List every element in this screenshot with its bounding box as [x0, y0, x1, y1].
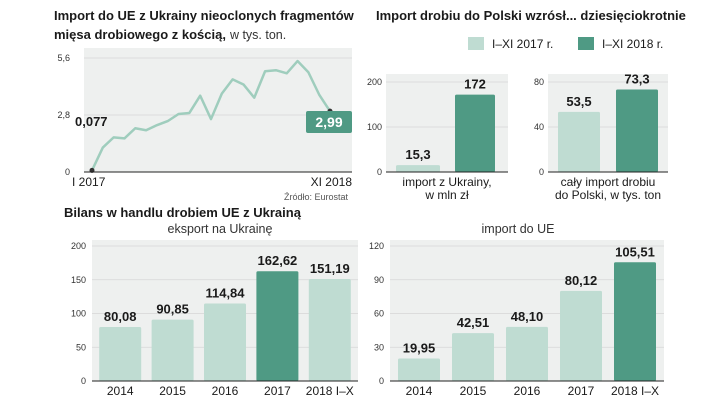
legend-swatch-2018: [578, 37, 594, 50]
bar-chart-y-tick-label: 100: [71, 309, 86, 319]
line-chart-start-value: 0,077: [75, 114, 108, 129]
poland-chart-y-tick-label: 40: [534, 122, 544, 132]
bar-chart-y-tick-label: 0: [379, 376, 384, 386]
poland-chart-y-tick-label: 0: [539, 167, 544, 177]
poland-chart-y-tick-label: 100: [367, 122, 382, 132]
line-chart-end-value-badge: [306, 111, 352, 133]
balance-chart-title: Bilans w handlu drobiem UE z Ukrainą: [64, 205, 302, 220]
bar-chart-import: import do UE 120 90 60 30 0 19,95 2014 42,51 201…: [369, 222, 664, 398]
bar-chart-y-tick-label: 90: [374, 275, 384, 285]
bar-chart-bar: [151, 319, 194, 381]
line-chart-title: Import do UE z Ukrainy nieoclonych fragm…: [54, 8, 355, 23]
poland-chart-bar-value: 15,3: [405, 147, 430, 162]
line-chart-y-tick-label: 0: [65, 167, 70, 177]
bar-chart-category-label: 2018 I–X: [611, 384, 659, 398]
line-chart-end-value: 2,99: [315, 114, 342, 130]
poland-chart-bar-value: 172: [464, 77, 486, 92]
bar-chart-bar: [560, 290, 602, 381]
bar-chart-bar: [99, 326, 142, 381]
bar-chart-category-label: 2015: [460, 384, 487, 398]
bar-chart-bar-value: 42,51: [457, 315, 490, 330]
bar-chart-bar-value: 90,85: [156, 302, 189, 317]
bar-chart-bar: [204, 303, 246, 381]
bar-chart-y-tick-label: 30: [374, 342, 384, 352]
line-chart-y-ticks: 5,6 2,8 0: [57, 53, 70, 177]
bar-chart-y-tick-label: 50: [76, 342, 86, 352]
bar-chart-y-tick-label: 150: [71, 275, 86, 285]
line-chart-y-tick-label: 5,6: [57, 53, 70, 63]
line-chart-subtitle-main: mięsa drobiowego z kością,: [54, 27, 226, 42]
legend-label-2017: I–XI 2017 r.: [492, 37, 553, 51]
poland-chart-category-label: w mln zł: [424, 188, 469, 202]
bar-chart-category-label: 2018 I–X: [306, 384, 354, 398]
poland-chart-category-label: do Polski, w tys. ton: [555, 188, 661, 202]
import-chart-plot: 120 90 60 30 0 19,95 2014 42,51 2015 48,10 2016 80,…: [369, 240, 664, 398]
poland-chart-group-ukraine: 200 100 0 15,3 172 import z Ukrainy,w mln zł: [367, 74, 508, 202]
bar-chart-y-tick-label: 200: [71, 241, 86, 251]
bar-chart-bar-value: 80,12: [565, 273, 598, 288]
poland-chart-title: Import drobiu do Polski wzrósł... dziesi…: [376, 8, 686, 23]
poland-chart-y-tick-label: 80: [534, 77, 544, 87]
bar-chart-bar: [506, 326, 548, 381]
bar-chart-poland-import: Import drobiu do Polski wzrósł... dziesi…: [367, 8, 686, 202]
bar-chart-category-label: 2015: [159, 384, 186, 398]
line-chart-unit: w tys. ton.: [229, 28, 286, 42]
bar-chart-bar: [256, 271, 299, 381]
poland-chart-y-tick-label: 200: [367, 77, 382, 87]
bar-chart-category-label: 2014: [107, 384, 134, 398]
poland-chart-bar-value: 73,3: [624, 72, 649, 87]
legend-swatch-2017: [468, 37, 484, 50]
import-chart-subtitle: import do UE: [482, 222, 555, 236]
poland-chart-category-label: cały import drobiu: [561, 175, 656, 189]
poland-chart-legend: I–XI 2017 r. I–XI 2018 r.: [468, 37, 663, 51]
bar-chart-y-tick-label: 120: [369, 241, 384, 251]
line-chart-x-end-label: XI 2018: [311, 175, 353, 189]
poland-chart-bar-value: 53,5: [566, 94, 591, 109]
poland-chart-category-label: import z Ukrainy,: [402, 175, 491, 189]
bar-chart-export: Bilans w handlu drobiem UE z Ukrainą eks…: [64, 205, 358, 398]
line-chart-x-start-label: I 2017: [72, 175, 106, 189]
line-chart-import-fragments: Import do UE z Ukrainy nieoclonych fragm…: [54, 8, 355, 202]
poland-chart-bar: [616, 89, 658, 172]
export-chart-subtitle: eksport na Ukrainę: [168, 222, 273, 236]
poland-chart-bar: [396, 165, 440, 172]
line-chart-y-tick-label: 2,8: [57, 110, 70, 120]
bar-chart-bar-value: 48,10: [511, 309, 544, 324]
poland-chart-bar: [558, 111, 600, 172]
bar-chart-category-label: 2016: [514, 384, 541, 398]
export-chart-plot: 200 150 100 50 0 80,08 2014 90,85 2015 114,84 2016…: [71, 240, 358, 398]
poland-chart-y-tick-label: 0: [377, 167, 382, 177]
bar-chart-category-label: 2017: [568, 384, 595, 398]
bar-chart-category-label: 2016: [212, 384, 239, 398]
bar-chart-bar: [398, 358, 440, 381]
legend-label-2018: I–XI 2018 r.: [602, 37, 663, 51]
bar-chart-bar: [614, 262, 656, 381]
bar-chart-bar-value: 105,51: [615, 244, 655, 259]
line-chart-panel: [84, 48, 352, 172]
bar-chart-bar: [308, 278, 351, 381]
line-chart-series-line: [90, 59, 332, 171]
bar-chart-bar-value: 114,84: [205, 285, 245, 300]
bar-chart-bar-value: 80,08: [104, 309, 137, 324]
bar-chart-bar: [452, 333, 494, 381]
bar-chart-category-label: 2014: [406, 384, 433, 398]
bar-chart-y-tick-label: 0: [81, 376, 86, 386]
bar-chart-bar-value: 151,19: [310, 261, 350, 276]
bar-chart-bar-value: 19,95: [403, 341, 436, 356]
source-note: Źródło: Eurostat: [284, 192, 349, 202]
bar-chart-bar-value: 162,62: [258, 253, 298, 268]
line-chart-subtitle: mięsa drobiowego z kością, w tys. ton.: [54, 27, 286, 42]
bar-chart-category-label: 2017: [264, 384, 291, 398]
poland-chart-bar: [455, 94, 495, 172]
bar-chart-y-tick-label: 60: [374, 309, 384, 319]
